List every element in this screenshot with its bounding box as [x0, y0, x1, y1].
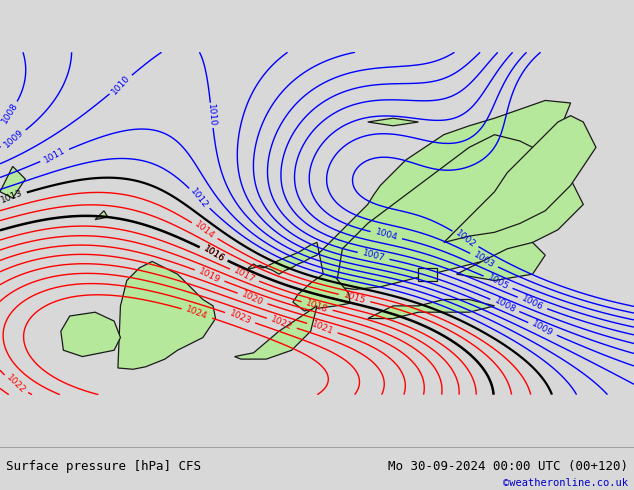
Text: 1003: 1003	[472, 250, 496, 270]
Text: 1015: 1015	[342, 290, 367, 306]
Text: 1020: 1020	[240, 290, 265, 307]
Text: Surface pressure [hPa] CFS: Surface pressure [hPa] CFS	[6, 460, 202, 473]
Text: 1009: 1009	[530, 319, 555, 339]
Polygon shape	[235, 306, 317, 359]
Text: 1012: 1012	[189, 187, 210, 210]
Text: 1024: 1024	[184, 305, 209, 322]
Text: 1014: 1014	[193, 220, 216, 241]
Text: 1019: 1019	[197, 267, 222, 285]
Polygon shape	[368, 1, 469, 27]
Polygon shape	[418, 268, 437, 280]
Text: 1006: 1006	[520, 294, 545, 312]
Text: 1007: 1007	[361, 248, 386, 263]
Text: 1018: 1018	[305, 298, 330, 314]
Polygon shape	[293, 274, 350, 311]
Text: 1016: 1016	[202, 244, 226, 264]
Text: 1017: 1017	[232, 266, 257, 285]
Text: 1010: 1010	[206, 103, 217, 127]
Polygon shape	[249, 100, 571, 287]
Text: 1022: 1022	[4, 373, 27, 395]
Text: 1023: 1023	[228, 309, 252, 326]
Polygon shape	[368, 118, 418, 126]
Polygon shape	[95, 211, 108, 220]
Text: 1022: 1022	[269, 315, 294, 332]
Text: ©weatheronline.co.uk: ©weatheronline.co.uk	[503, 478, 628, 488]
Polygon shape	[456, 243, 545, 280]
Polygon shape	[444, 116, 596, 243]
Text: 1004: 1004	[374, 228, 399, 243]
Text: 1002: 1002	[454, 228, 477, 249]
Polygon shape	[61, 312, 120, 357]
Text: 1008: 1008	[0, 100, 19, 125]
Text: Mo 30-09-2024 00:00 UTC (00+120): Mo 30-09-2024 00:00 UTC (00+120)	[387, 460, 628, 473]
Text: 1016: 1016	[202, 244, 226, 264]
Text: 1013: 1013	[0, 189, 24, 205]
Polygon shape	[0, 167, 25, 198]
Polygon shape	[118, 262, 216, 369]
Text: 1008: 1008	[493, 296, 517, 315]
Polygon shape	[336, 135, 583, 290]
Text: 1010: 1010	[110, 73, 132, 96]
Text: 1009: 1009	[2, 128, 25, 149]
Polygon shape	[368, 299, 495, 318]
Text: 1005: 1005	[486, 273, 510, 292]
Text: 1011: 1011	[42, 146, 67, 165]
Text: 1021: 1021	[310, 319, 335, 337]
